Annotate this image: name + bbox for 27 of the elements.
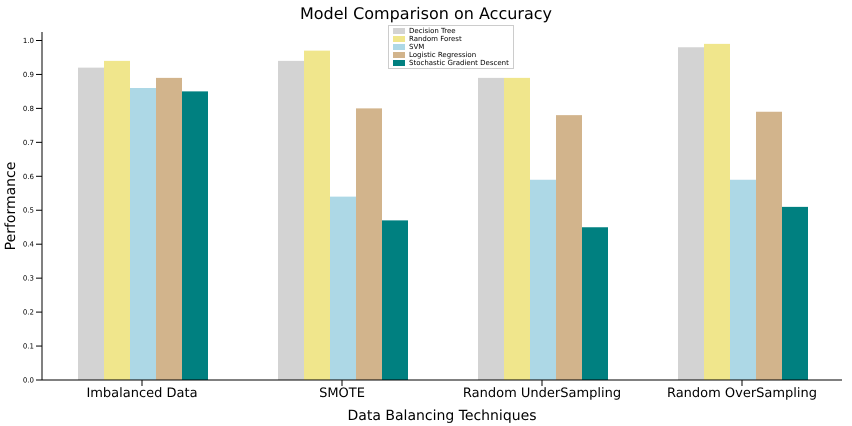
x-tick-label: Imbalanced Data: [86, 386, 198, 402]
bar: [730, 180, 756, 380]
bar: [782, 206, 808, 380]
bar: [756, 112, 782, 380]
bar: [330, 196, 356, 380]
bar: [704, 44, 730, 380]
bar: [182, 91, 208, 380]
bar: [156, 78, 182, 380]
x-axis-title: Data Balancing Techniques: [348, 408, 536, 424]
bar: [478, 78, 504, 380]
x-tick-label: SMOTE: [319, 386, 365, 402]
chart-title: Model Comparison on Accuracy: [298, 4, 554, 23]
bar: [278, 60, 304, 380]
bar: [556, 115, 582, 380]
bar: [78, 68, 104, 380]
bar: [104, 60, 130, 380]
x-tick-label: Random UnderSampling: [462, 386, 622, 402]
bar: [304, 50, 330, 380]
bar: [530, 180, 556, 380]
bar: [130, 88, 156, 380]
bar: [382, 220, 408, 380]
bar: [356, 108, 382, 380]
bar: [678, 47, 704, 380]
bar: [582, 227, 608, 380]
bar: [504, 78, 530, 380]
x-tick-label: Random OverSampling: [666, 386, 818, 402]
y-axis-title: Performance: [2, 162, 19, 250]
